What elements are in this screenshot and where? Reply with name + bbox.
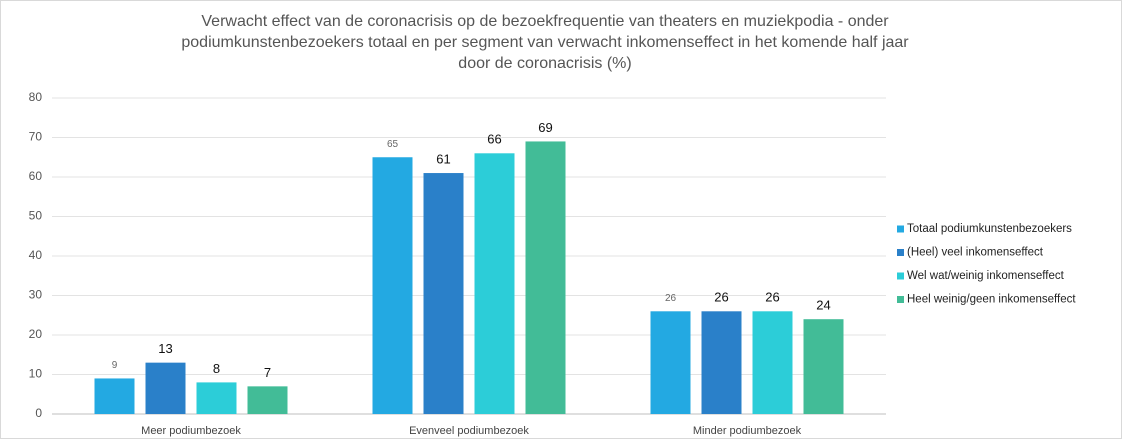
legend-label: Totaal podiumkunstenbezoekers [907, 223, 1072, 235]
y-tick-label: 10 [29, 367, 43, 381]
legend-label: Wel wat/weinig inkomenseffect [907, 270, 1065, 282]
value-label: 8 [213, 361, 220, 376]
legend-swatch [897, 249, 904, 256]
value-label: 26 [765, 290, 779, 305]
chart-title: podiumkunstenbezoekers totaal en per seg… [181, 34, 909, 51]
legend-swatch [897, 272, 904, 280]
bar [803, 319, 844, 414]
bar [752, 311, 793, 414]
chart-title: Verwacht effect van de coronacrisis op d… [201, 13, 889, 30]
bar [94, 378, 135, 414]
value-label: 26 [665, 293, 677, 304]
y-tick-label: 0 [35, 406, 42, 420]
value-label: 9 [112, 360, 118, 371]
legend-label: Heel weinig/geen inkomenseffect [907, 294, 1076, 306]
bar [474, 153, 515, 415]
x-tick-label: Meer podiumbezoek [141, 425, 241, 437]
value-label: 66 [487, 132, 501, 147]
bar [196, 382, 237, 414]
x-tick-label: Evenveel podiumbezoek [409, 425, 529, 437]
value-label: 7 [264, 365, 271, 380]
value-label: 26 [714, 290, 728, 305]
value-label: 24 [816, 298, 830, 313]
chart-title: door de coronacrisis (%) [458, 55, 631, 72]
legend-label: (Heel) veel inkomenseffect [907, 247, 1044, 259]
bar [701, 311, 742, 414]
x-tick-label: Minder podiumbezoek [693, 425, 802, 437]
bar [525, 141, 566, 414]
y-tick-label: 60 [29, 169, 43, 183]
legend-swatch [897, 296, 904, 303]
y-tick-label: 40 [29, 248, 43, 262]
value-label: 13 [158, 341, 172, 356]
y-tick-label: 30 [29, 288, 43, 302]
y-tick-label: 20 [29, 327, 43, 341]
bar [372, 157, 413, 414]
value-label: 69 [538, 120, 552, 135]
y-tick-label: 50 [29, 209, 43, 223]
y-tick-label: 70 [29, 130, 43, 144]
bar [650, 311, 691, 414]
bar [423, 173, 464, 414]
value-label: 65 [387, 139, 399, 150]
bar [145, 362, 186, 414]
value-label: 61 [436, 151, 450, 166]
y-tick-label: 80 [29, 90, 43, 104]
bar [247, 386, 288, 414]
legend-swatch [897, 225, 904, 233]
